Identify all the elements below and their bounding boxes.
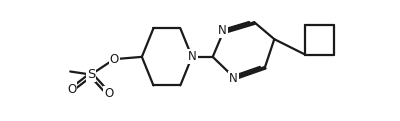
Text: N: N (188, 50, 197, 63)
Text: O: O (104, 87, 113, 100)
Text: O: O (67, 83, 76, 96)
Text: O: O (110, 53, 119, 66)
Text: N: N (218, 24, 227, 37)
Text: S: S (87, 68, 95, 81)
Text: N: N (229, 72, 238, 85)
